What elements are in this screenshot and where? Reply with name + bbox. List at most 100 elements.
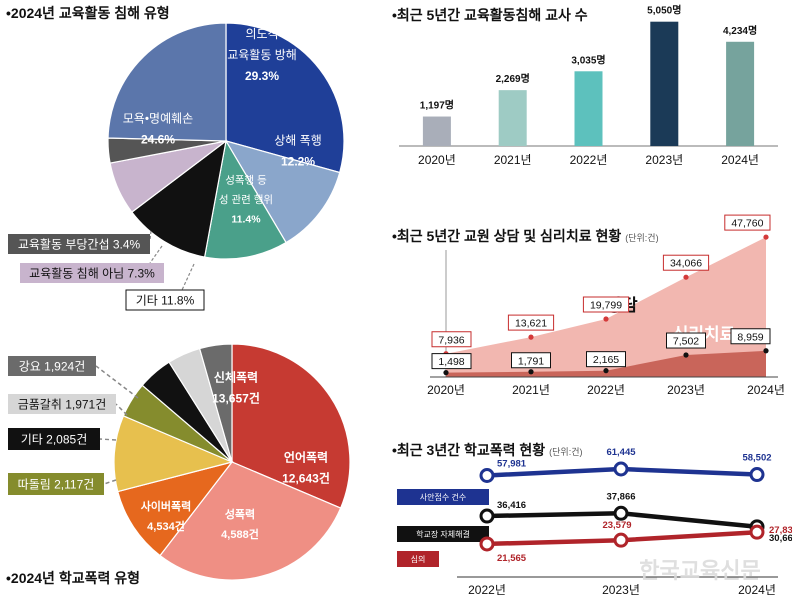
pie2-leader-line — [115, 403, 128, 416]
bar1-value-label: 4,234명 — [723, 24, 757, 37]
bar1-category-label: 2020년 — [418, 153, 456, 167]
watermark: 한국교육신문 — [639, 558, 760, 583]
pie1-leader-line — [149, 245, 163, 264]
line1-value-label: 30,667 — [769, 533, 792, 544]
pie2-callout-label: 따돌림 2,117건 — [18, 478, 95, 492]
pie1-slice-label: 11.4% — [231, 214, 261, 226]
pie1-slice — [203, 139, 287, 260]
pie1-slice-label: 24.6% — [141, 133, 175, 147]
area1-value-box — [431, 353, 472, 370]
line1-category-label: 2024년 — [738, 583, 776, 597]
area1-unit: (단위:건) — [625, 233, 658, 243]
pie2-callout-box — [8, 473, 104, 495]
area1-data-point — [603, 368, 609, 374]
pie2-slice-label: 성폭력 — [225, 507, 255, 521]
pie2-slice-label: 13,657건 — [212, 391, 260, 406]
line1-value-label: 37,866 — [606, 491, 635, 502]
area1-data-point — [443, 370, 449, 376]
pie2-callout-label: 금품갈취 1,971건 — [18, 398, 107, 412]
pie1-slice-label: 성폭행 등 — [225, 175, 267, 187]
area1-value-label: 2,165 — [593, 354, 619, 366]
pie1-slice — [107, 22, 227, 142]
bar1-value-label: 2,269명 — [496, 72, 530, 85]
line1-value-label: 36,416 — [497, 500, 526, 511]
area1-value-label: 1,791 — [518, 355, 544, 367]
bar1-chart: 1,197명 2020년 2,269명 2021년 3,035명 2022년 5,050명 2… — [399, 4, 778, 167]
line1-legend-label: 심의 — [411, 554, 426, 564]
area1-chart: 상담심리치료7,93613,62119,79934,06647,7601,498… — [427, 214, 785, 397]
line1-value-label: 21,565 — [497, 553, 527, 564]
pie1-callout-box — [8, 234, 150, 254]
area1-value-label: 1,498 — [438, 356, 464, 368]
line1-category-label: 2023년 — [602, 583, 640, 597]
line1-data-point — [613, 505, 629, 521]
pie1-callout-label: 기타 11.8% — [136, 294, 195, 308]
line1-data-point — [479, 468, 495, 484]
area1-value-label: 7,936 — [438, 334, 464, 346]
pie2-slice-label: 12,643건 — [282, 471, 330, 486]
pie2-leader-line — [103, 479, 117, 485]
bar1-value-label: 1,197명 — [420, 99, 454, 112]
pie2-title: •2024년 학교폭력 유형 — [6, 570, 140, 586]
area1-title: •최근 5년간 교원 상담 및 심리치료 현황 (단위:건) — [392, 228, 659, 244]
pie1-slice-label: 성 관련 행위 — [219, 193, 273, 206]
area1-value-box — [431, 331, 472, 348]
pie2-slice-label: 4,588건 — [221, 527, 259, 541]
area1-category-label: 2020년 — [427, 383, 465, 397]
line1-legend-label: 학교장 자체해결 — [416, 529, 470, 539]
bar1-value-label: 3,035명 — [571, 53, 605, 66]
area1-category-label: 2024년 — [747, 383, 785, 397]
pie1-callout-box — [125, 289, 205, 311]
pie2-callout-box — [8, 356, 96, 376]
bar1-bar — [422, 116, 451, 146]
area1-value-box — [724, 214, 771, 231]
pie1-title: •2024년 교육활동 침해 유형 — [6, 5, 170, 21]
line1-value-label: 61,445 — [606, 447, 636, 458]
area1-value-label: 47,760 — [731, 218, 763, 230]
line1-title-main: •최근 3년간 학교폭력 현황 — [392, 442, 545, 458]
pie1-slice-label: 29.3% — [245, 69, 279, 83]
line1-title: •최근 3년간 학교폭력 현황 (단위:건) — [392, 442, 583, 458]
pie1-slice-label: 모욕•명예훼손 — [123, 112, 193, 126]
pie2-slice-label: 신체폭력 — [214, 370, 258, 385]
bar1-bar — [574, 71, 603, 146]
line1-value-label: 58,502 — [742, 453, 771, 464]
line1-value-label: 57,981 — [497, 459, 527, 470]
area1-category-label: 2022년 — [587, 383, 625, 397]
area1-data-point — [683, 352, 689, 358]
area1-value-box — [666, 332, 706, 349]
pie1-callout-label: 교육활동 부당간섭 3.4% — [18, 238, 141, 252]
line1-unit: (단위:건) — [549, 447, 582, 457]
pie1-slice-label: 12.2% — [281, 155, 315, 169]
line1-legend-swatch — [397, 526, 489, 542]
pie1-slice-label: 상해 폭행 — [274, 133, 322, 148]
line1-value-label: 23,579 — [602, 520, 631, 531]
area1-data-point — [603, 316, 609, 322]
line1-category-label: 2022년 — [468, 583, 506, 597]
area1-data-point — [683, 274, 689, 280]
bar1-category-label: 2022년 — [570, 153, 608, 167]
area1-value-box — [507, 314, 555, 331]
pie2-callout-label: 기타 2,085건 — [21, 433, 87, 447]
area1-value-box — [582, 296, 630, 313]
pie2-slice — [231, 343, 351, 509]
bar1-bar — [650, 21, 679, 147]
bar1-category-label: 2021년 — [494, 153, 532, 167]
pie1-slice — [131, 139, 227, 258]
bar1-value-label: 5,050명 — [647, 4, 681, 17]
line1-legend-swatch — [397, 551, 439, 567]
line1-data-point — [613, 461, 629, 477]
pie1-slice-label: 의도적 — [245, 27, 278, 41]
bar1-category-label: 2024년 — [721, 153, 759, 167]
pie1-slice-label: 교육활동 방해 — [227, 48, 297, 62]
area1-category-label: 2023년 — [667, 383, 705, 397]
line1-data-point — [479, 508, 495, 524]
pie1-leader-line — [149, 230, 152, 241]
pie2-slice — [113, 415, 234, 493]
pie2-slice-label: 4,534건 — [147, 519, 185, 533]
area1-value-label: 34,066 — [670, 258, 702, 270]
